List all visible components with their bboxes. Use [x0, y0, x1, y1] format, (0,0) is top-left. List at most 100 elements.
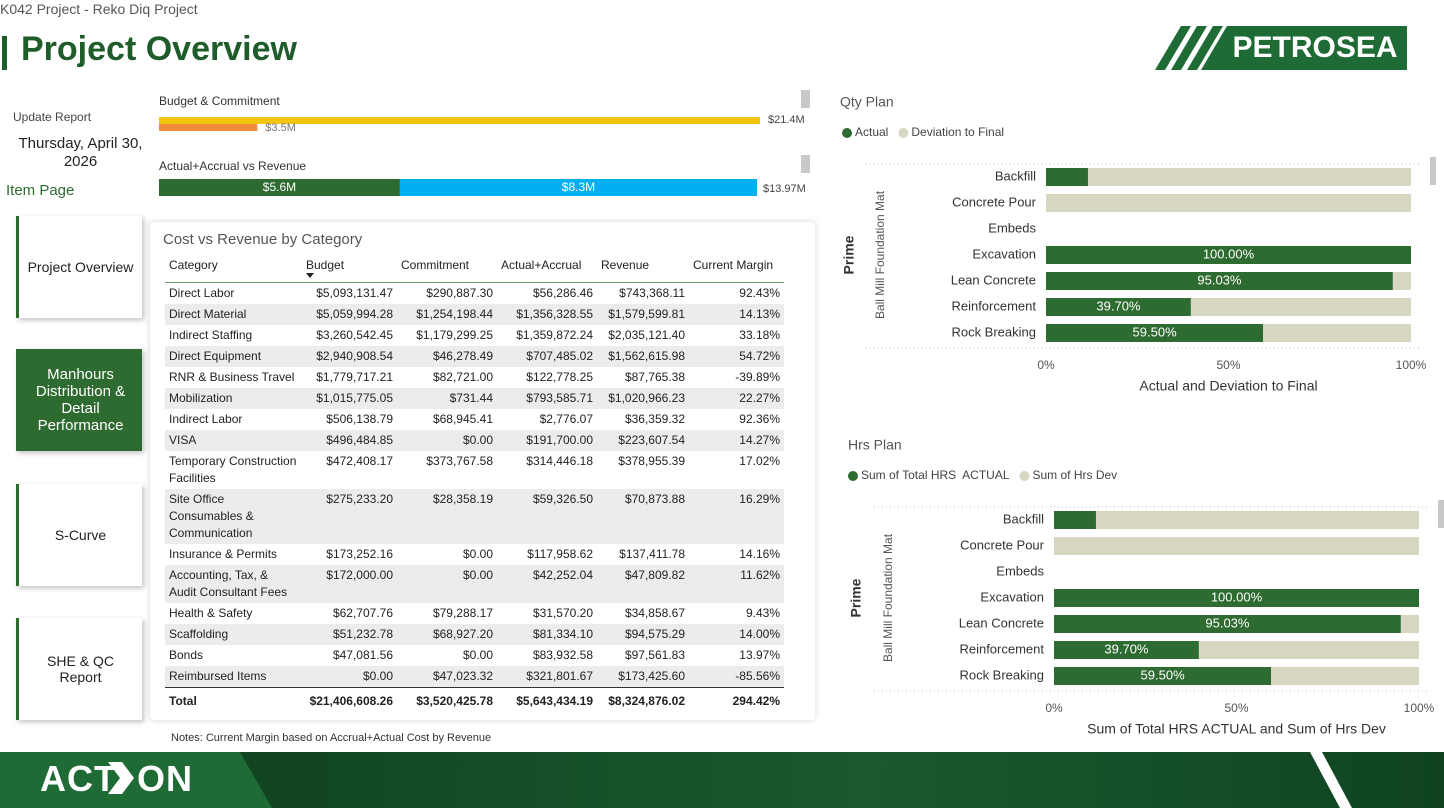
table-cell: 11.62%	[711, 565, 784, 603]
cost-table: Category Budget Commitment Actual+Accrual Re…	[165, 255, 784, 712]
table-cell: -39.89%	[735, 370, 780, 384]
table-cell: 14.16%	[739, 547, 780, 561]
table-cell: $83,932.58	[532, 648, 593, 662]
column-header: Revenue	[597, 255, 689, 283]
nav-button[interactable]: S-Curve	[16, 484, 142, 586]
table-cell: Insurance & Permits	[169, 547, 278, 561]
table-row: VISA $496,484.85 $0.00 $191,700.00 $223,607.…	[165, 430, 784, 451]
header-row: Category Budget Commitment Actual+Accrual Re…	[165, 255, 784, 283]
nav-button[interactable]: Manhours Distribution & Detail Performan…	[16, 349, 142, 451]
table-cell: $68,945.41	[432, 412, 493, 426]
table-row: Scaffolding $51,232.78 $68,927.20 $81,334.1…	[165, 624, 784, 645]
group-label: Prime	[848, 578, 864, 617]
table-cell: -85.56%	[711, 666, 784, 688]
x-tick-label: 100%	[1396, 358, 1427, 372]
nav-button[interactable]: SHE & QC Report	[16, 618, 142, 720]
table-cell: 17.02%	[739, 454, 780, 468]
table-cell: $378,955.39	[618, 454, 685, 468]
table-cell: Temporary Construction Facilities	[169, 454, 297, 485]
indicator-cell	[689, 687, 711, 712]
summary-bar	[159, 117, 760, 124]
logo-text: PETROSEA	[1232, 31, 1397, 64]
table-cell: $1,020,966.23	[597, 388, 689, 409]
table-cell: $87,765.38	[624, 370, 685, 384]
x-tick-label: 50%	[1216, 358, 1240, 372]
bar-segment	[1190, 298, 1411, 316]
table-cell: $94,575.29	[597, 624, 689, 645]
category-label: Embeds	[996, 563, 1044, 578]
value-label: 59.50%	[1141, 667, 1186, 682]
table-cell: $47,081.56	[332, 648, 393, 662]
table-cell: $0.00	[462, 648, 493, 662]
table-cell: 92.43%	[739, 286, 780, 300]
table-cell: $59,326.50	[497, 489, 597, 544]
table-row: Bonds $47,081.56 $0.00 $83,932.58 $97,561.83…	[165, 645, 784, 666]
table-cell: $172,000.00	[302, 565, 397, 603]
table-cell: $68,927.20	[397, 624, 497, 645]
bar-segment	[1046, 168, 1088, 186]
table-cell: $1,562,615.98	[597, 346, 689, 367]
indicator-cell	[689, 565, 711, 603]
page-title: Project Overview	[21, 30, 297, 68]
table-cell: $117,958.62	[527, 547, 593, 561]
table-cell: $290,887.30	[426, 286, 493, 300]
category-label: Lean Concrete	[951, 272, 1036, 287]
table-cell: $0.00	[302, 666, 397, 688]
bar-segment	[1046, 194, 1411, 212]
table-row: Mobilization $1,015,775.05 $731.44 $793,585…	[165, 388, 784, 409]
group-label: Ball Mill Foundation Mat	[873, 190, 887, 319]
category-label: Rock Breaking	[951, 324, 1036, 339]
table-cell: $743,368.11	[619, 286, 685, 300]
column-header: Actual+Accrual	[497, 255, 597, 283]
table-cell: $1,254,198.44	[397, 304, 497, 325]
legend-label: Deviation to Final	[911, 125, 1004, 139]
value-label: 95.03%	[1197, 272, 1242, 287]
table-row: Indirect Staffing $3,260,542.45 $1,179,299…	[165, 325, 784, 346]
table-cell: $46,278.49	[397, 346, 497, 367]
table-cell: $1,359,872.24	[516, 328, 593, 342]
summary-label: $5.6M	[263, 180, 296, 194]
update-label: Update Report	[13, 110, 92, 124]
value-label: 95.03%	[1205, 615, 1250, 630]
table-row: Site Office Consumables & Communication $…	[165, 489, 784, 544]
legend-swatch	[1019, 471, 1030, 481]
category-label: Concrete Pour	[960, 537, 1044, 552]
table-cell: $34,858.67	[624, 606, 685, 620]
table-cell: 16.29%	[711, 489, 784, 544]
nav-button[interactable]: Project Overview	[16, 216, 142, 318]
bar-segment	[1095, 511, 1419, 529]
table-cell: $5,059,994.28	[302, 304, 397, 325]
table-cell: $47,809.82	[597, 565, 689, 603]
scrollbar	[1438, 500, 1444, 528]
table-cell: $3,520,425.78	[397, 687, 497, 712]
table-cell: $1,179,299.25	[416, 328, 493, 342]
category-label: Excavation	[980, 589, 1044, 604]
footer: ACT ON	[0, 752, 1444, 808]
footer-logo-right: ON	[137, 758, 193, 799]
table-row: Insurance & Permits $173,252.16 $0.00 $117,…	[165, 544, 784, 565]
table-cell: $5,093,131.47	[316, 286, 393, 300]
value-label: 100.00%	[1203, 246, 1255, 261]
table-cell: $314,446.18	[526, 454, 593, 468]
table-cell: $137,411.78	[619, 547, 685, 561]
chart-title: Hrs Plan	[848, 437, 902, 453]
category-label: Backfill	[995, 168, 1036, 183]
bar-segment	[1263, 324, 1411, 342]
table-cell: $496,484.85	[302, 430, 397, 451]
bar-segment	[1054, 537, 1419, 555]
legend-label: Sum of Total HRS ACTUAL	[861, 468, 1010, 482]
table-row: Direct Labor $5,093,131.47 $290,887.30 $56,…	[165, 283, 784, 305]
category-label: Rock Breaking	[959, 667, 1044, 682]
legend-label: Sum of Hrs Dev	[1033, 468, 1118, 482]
table-cell: $5,643,434.19	[497, 687, 597, 712]
column-header: Category	[165, 255, 302, 283]
table-cell: $1,579,599.81	[597, 304, 689, 325]
table-cell: $191,700.00	[497, 430, 597, 451]
category-label: Backfill	[1003, 511, 1044, 526]
table-row: Reimbursed Items $0.00 $47,023.32 $321,801.…	[165, 666, 784, 688]
sort-arrow	[306, 273, 314, 278]
table-row: RNR & Business Travel $1,779,717.21 $82,72…	[165, 367, 784, 388]
table-title: Cost vs Revenue by Category	[163, 231, 363, 248]
category-label: Excavation	[972, 246, 1036, 261]
